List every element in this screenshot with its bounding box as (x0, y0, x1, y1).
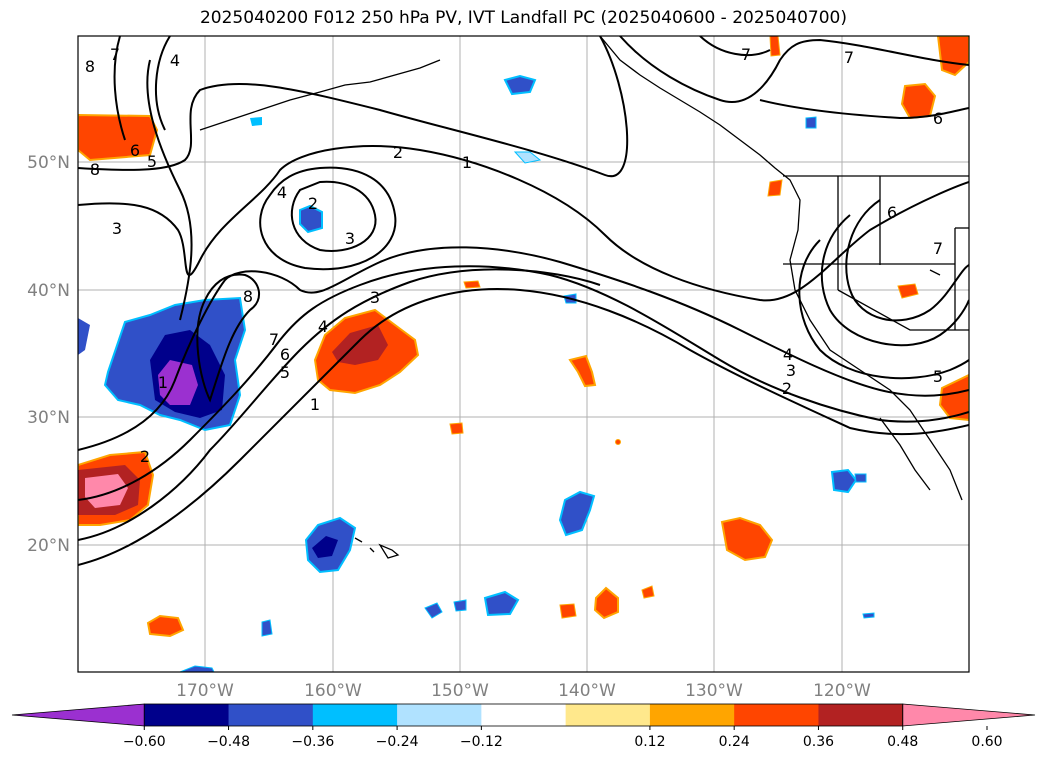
contour-label: 4 (318, 317, 328, 336)
contour-label: 3 (112, 219, 122, 238)
colorbar-tick-label: −0.60 (123, 734, 166, 750)
coastlines (199, 36, 969, 559)
contour-label: 6 (280, 345, 290, 364)
lat-label: 40°N (27, 281, 70, 301)
contour-label: 3 (345, 229, 355, 248)
lon-label: 160°W (304, 681, 362, 701)
contour-label: 1 (158, 373, 168, 392)
contour-label: 4 (170, 51, 180, 70)
contour-label: 8 (90, 160, 100, 179)
colorbar: −0.60 −0.48 −0.36 −0.24 −0.12 0.12 0.24 0.36 0.4… (11, 703, 1036, 750)
lat-label: 30°N (27, 408, 70, 428)
contour-label: 4 (277, 183, 287, 202)
lon-label: 170°W (176, 681, 234, 701)
colorbar-tick-label: 0.12 (634, 734, 665, 750)
colorbar-extension-high (902, 703, 1036, 727)
contour-label: 7 (269, 330, 279, 349)
map-title: 2025040200 F012 250 hPa PV, IVT Landfall… (199, 8, 847, 28)
contour-label: 5 (280, 363, 290, 382)
lat-label: 50°N (27, 153, 70, 173)
lat-label: 20°N (27, 536, 70, 556)
contour-label: 7 (933, 239, 943, 258)
colorbar-segment (397, 704, 482, 726)
contour-label: 2 (393, 143, 403, 162)
contour-label: 3 (370, 288, 380, 307)
colorbar-segment (144, 704, 230, 726)
colorbar-segment (649, 704, 735, 726)
contour-label: 6 (130, 141, 140, 160)
contour-label: 1 (310, 395, 320, 414)
colorbar-segment (228, 704, 314, 726)
colorbar-segment (818, 704, 904, 726)
colorbar-segment (481, 704, 567, 726)
colorbar-tick-label: −0.24 (376, 734, 419, 750)
lon-label: 130°W (685, 681, 743, 701)
contour-label: 2 (140, 447, 150, 466)
contour-label: 7 (844, 48, 854, 67)
colorbar-border (143, 703, 904, 727)
contour-label: 8 (85, 57, 95, 76)
latitude-labels: 50°N 40°N 30°N 20°N (27, 153, 70, 556)
colorbar-tick-label: 0.60 (971, 734, 1002, 750)
contour-label: 1 (462, 153, 472, 172)
contour-labels: 8 7 4 6 5 8 2 1 4 2 3 3 8 3 4 7 6 5 1 1 … (85, 45, 943, 466)
colorbar-tick-label: 0.36 (803, 734, 834, 750)
colorbar-extension-low (11, 703, 145, 727)
lon-label: 150°W (431, 681, 489, 701)
colorbar-tick-label: 0.24 (719, 734, 750, 750)
contour-label: 4 (783, 345, 793, 364)
colorbar-tick-label: 0.48 (887, 734, 918, 750)
longitude-labels: 170°W 160°W 150°W 140°W 130°W 120°W (176, 681, 871, 701)
colorbar-segment (734, 704, 819, 726)
colorbar-segment (565, 704, 651, 726)
map-frame (77, 35, 970, 673)
colorbar-segment (312, 704, 398, 726)
contour-label: 2 (782, 379, 792, 398)
contour-label: 5 (147, 152, 157, 171)
lon-label: 140°W (558, 681, 616, 701)
pv-contours (78, 36, 969, 566)
pv-shading (78, 36, 969, 672)
contour-label: 7 (741, 45, 751, 64)
contour-label: 6 (933, 109, 943, 128)
colorbar-tick-label: −0.36 (291, 734, 334, 750)
contour-label: 2 (308, 194, 318, 213)
colorbar-tick-label: −0.48 (207, 734, 250, 750)
contour-label: 5 (933, 367, 943, 386)
lon-label: 120°W (813, 681, 871, 701)
contour-label: 3 (786, 361, 796, 380)
contour-label: 6 (887, 203, 897, 222)
contour-label: 7 (110, 45, 120, 64)
colorbar-tick-label: −0.12 (460, 734, 503, 750)
contour-label: 8 (243, 287, 253, 306)
